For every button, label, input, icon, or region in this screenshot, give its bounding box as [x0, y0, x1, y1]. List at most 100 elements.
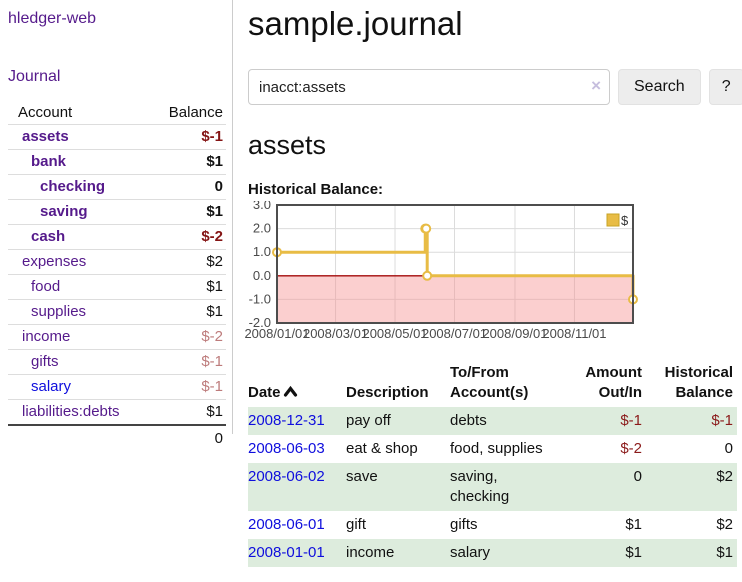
transaction-accounts: salary [450, 544, 491, 561]
account-link[interactable]: food [31, 278, 61, 295]
transaction-description: save [346, 468, 378, 485]
transaction-amount: $-2 [620, 440, 642, 457]
page: hledger-web Journal Account Balance asse… [0, 0, 742, 567]
account-balance: $-2 [144, 324, 226, 350]
transaction-amount: 0 [633, 468, 642, 485]
transaction-date-link[interactable]: 2008-06-03 [248, 440, 325, 457]
transaction-date-link[interactable]: 2008-01-01 [248, 544, 325, 561]
account-row: salary $-1 [8, 374, 226, 400]
transaction-balance: $2 [716, 516, 733, 533]
account-link[interactable]: saving [40, 203, 88, 220]
transaction-date-link[interactable]: 2008-12-31 [248, 412, 325, 429]
transaction-amount: $1 [625, 544, 642, 561]
transaction-balance: $2 [716, 468, 733, 485]
register-row: 2008-01-01 income salary $1 $1 [248, 539, 737, 567]
account-balance: $1 [206, 403, 223, 420]
svg-text:0.0: 0.0 [253, 268, 271, 283]
account-row: expenses $2 [8, 249, 226, 275]
register-table: Date Description To/From Account(s) Amou… [248, 359, 737, 567]
account-link[interactable]: expenses [22, 253, 87, 270]
transaction-balance: $1 [716, 544, 733, 561]
accounts-header-balance: Balance [144, 102, 226, 125]
transaction-date-link[interactable]: 2008-06-02 [248, 468, 325, 485]
svg-text:$: $ [621, 213, 629, 228]
account-row: liabilities:debts $1 [8, 400, 226, 426]
register-row: 2008-12-31 pay off debts $-1 $-1 [248, 407, 737, 435]
register-row: 2008-06-03 eat & shop food, supplies $-2 0 [248, 435, 737, 463]
accounts-total-spacer [8, 424, 145, 451]
account-balance: $-1 [144, 349, 226, 375]
page-title: sample.journal [248, 5, 463, 42]
transaction-description: income [346, 544, 395, 561]
transaction-description: gift [346, 516, 367, 533]
transaction-amount: $1 [625, 516, 642, 533]
sort-asc-icon [283, 385, 297, 397]
help-button[interactable]: ? [708, 69, 742, 105]
date-header-label: Date [248, 384, 281, 401]
svg-text:-2.0: -2.0 [249, 315, 271, 330]
account-row: food $1 [8, 274, 226, 300]
sidebar-item-journal[interactable]: Journal [8, 68, 61, 85]
register-header-description: Description [346, 384, 429, 401]
account-balance: $2 [144, 249, 226, 275]
transaction-accounts: saving, checking [450, 468, 510, 505]
register-row: 2008-06-01 gift gifts $1 $2 [248, 511, 737, 539]
transaction-balance: $-1 [711, 412, 733, 429]
register-header-amount: Amount Out/In [585, 364, 642, 401]
transaction-accounts: debts [450, 412, 487, 429]
account-row: cash $-2 [8, 224, 226, 250]
account-link[interactable]: assets [22, 128, 69, 145]
account-link[interactable]: salary [31, 378, 72, 395]
transaction-description: pay off [346, 412, 391, 429]
search-button[interactable]: Search [618, 69, 701, 105]
svg-text:2008/11/01: 2008/11/01 [542, 326, 606, 341]
transaction-accounts: gifts [450, 516, 478, 533]
account-row: gifts $-1 [8, 349, 226, 375]
account-link[interactable]: cash [31, 228, 66, 245]
account-row: income $-2 [8, 324, 226, 350]
search-input[interactable] [248, 69, 610, 105]
account-link[interactable]: liabilities:debts [22, 403, 120, 420]
transaction-balance: 0 [724, 440, 733, 457]
sidebar-nav: Journal [8, 68, 232, 86]
svg-text:2008/03/01: 2008/03/01 [303, 326, 368, 341]
search-bar: × Search ? [248, 69, 742, 105]
account-balance: $-1 [144, 374, 226, 400]
accounts-total-value: 0 [144, 424, 226, 451]
svg-text:1.0: 1.0 [253, 244, 271, 259]
transaction-amount: $-1 [620, 412, 642, 429]
account-balance: $1 [144, 274, 226, 300]
transaction-description: eat & shop [346, 440, 418, 457]
account-balance: $1 [144, 199, 226, 225]
accounts-total-row: 0 [8, 424, 226, 451]
account-link[interactable]: income [22, 328, 71, 345]
register-row: 2008-06-02 save saving, checking 0 $2 [248, 463, 737, 511]
account-balance: $1 [144, 149, 226, 175]
historical-balance-chart: 3.0 2.0 1.0 0.0 -1.0 -2.02008/01/012008/03/01… [244, 201, 638, 341]
account-link[interactable]: checking [40, 178, 106, 195]
accounts-table: Account Balance assets $-1 bank $1 checking 0… [8, 102, 226, 451]
transaction-date-link[interactable]: 2008-06-01 [248, 516, 325, 533]
account-row: bank $1 [8, 149, 226, 175]
account-row: assets $-1 [8, 124, 226, 150]
account-balance: $-2 [144, 224, 226, 250]
account-link[interactable]: gifts [31, 353, 59, 370]
account-balance: $-1 [144, 124, 226, 150]
register-header-balance: Historical Balance [664, 364, 733, 401]
brand: hledger-web [8, 10, 232, 28]
accounts-header-account: Account [8, 102, 145, 125]
clear-search-icon[interactable]: × [591, 76, 601, 95]
svg-text:2008/05/01: 2008/05/01 [362, 326, 427, 341]
svg-text:2.0: 2.0 [253, 221, 271, 236]
brand-link[interactable]: hledger-web [8, 10, 97, 27]
account-link[interactable]: bank [31, 153, 67, 170]
register-header-date[interactable]: Date [248, 359, 346, 407]
main-content: sample.journal × Search ? assets Histori… [233, 0, 742, 567]
svg-text:2008/07/01: 2008/07/01 [422, 326, 487, 341]
register-header-account: To/From Account(s) [450, 364, 529, 401]
account-link[interactable]: supplies [31, 303, 87, 320]
chart-title: Historical Balance: [248, 181, 384, 198]
svg-text:3.0: 3.0 [253, 201, 271, 212]
sidebar: hledger-web Journal Account Balance asse… [0, 0, 233, 451]
account-row: checking 0 [8, 174, 226, 200]
